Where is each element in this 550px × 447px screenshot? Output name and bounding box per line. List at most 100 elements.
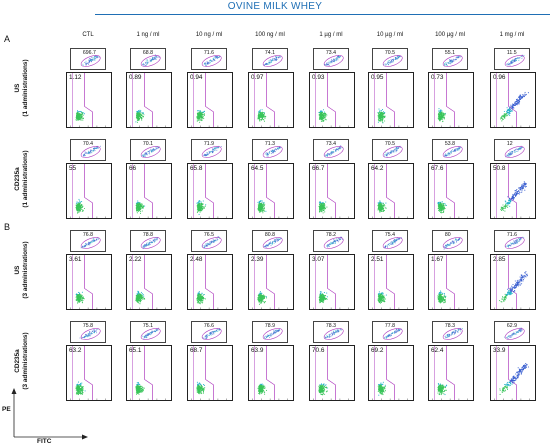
gate-plot-small: 78.3 — [432, 321, 468, 343]
scatter-small — [504, 145, 525, 158]
gate-percentage-quadrant: 0.97 — [251, 74, 264, 81]
scatter-small — [382, 145, 403, 158]
gate-percentage-quadrant: 33.9 — [493, 347, 506, 354]
gate-plot-quadrant: 0.89 — [126, 72, 172, 128]
gate-ellipse — [262, 146, 283, 158]
gate-percentage-quadrant: 69.2 — [371, 347, 384, 354]
gate-ellipse — [382, 237, 403, 249]
gate-boundary — [144, 346, 153, 400]
scatter-small — [201, 236, 222, 249]
gate-plot-quadrant: 50.8 — [490, 163, 536, 219]
gate-percentage-small: 78.3 — [325, 323, 336, 329]
gate-boundary — [84, 164, 93, 218]
gate-ellipse — [442, 146, 463, 158]
scatter-quadrant — [70, 346, 106, 400]
gate-percentage-small: 70.1 — [142, 141, 153, 147]
gate-percentage-small: 696.7 — [82, 50, 96, 56]
gate-ellipse — [80, 55, 101, 67]
gate-ellipse — [382, 55, 403, 67]
gate-percentage-quadrant: 65.8 — [190, 165, 203, 172]
scatter-small — [262, 328, 283, 340]
gate-percentage-small: 73.4 — [325, 50, 336, 56]
gate-ellipse — [201, 146, 222, 158]
scatter-quadrant — [313, 73, 349, 127]
gate-plot-small: 76.6 — [191, 321, 227, 343]
gate-plot-small: 75.8 — [70, 321, 106, 343]
gate-plot-small: 78.8 — [130, 230, 166, 252]
gate-plot-quadrant: 0.93 — [309, 72, 355, 128]
gate-ellipse — [201, 237, 222, 249]
scatter-small — [79, 328, 101, 340]
gate-boundary — [327, 73, 336, 127]
scatter-quadrant — [313, 164, 349, 218]
gate-plot-quadrant: 55 — [66, 163, 112, 219]
gate-percentage-quadrant: 64.2 — [371, 165, 384, 172]
gate-percentage-small: 76.6 — [203, 323, 214, 329]
gate-boundary — [144, 164, 153, 218]
scatter-quadrant — [252, 255, 288, 309]
gate-percentage-small: 71.6 — [203, 50, 214, 56]
gate-boundary — [266, 73, 275, 127]
gate-percentage-quadrant: 0.89 — [129, 74, 142, 81]
gate-plot-small: 73.4 — [313, 48, 349, 70]
gate-ellipse — [382, 146, 403, 158]
gate-plot-quadrant: 0.95 — [368, 72, 414, 128]
gate-percentage-quadrant: 62.4 — [431, 347, 444, 354]
gate-percentage-quadrant: 1.12 — [69, 74, 82, 81]
column-header: 100 µg / ml — [435, 32, 465, 38]
gate-plot-small: 73.4 — [313, 139, 349, 161]
gate-percentage-small: 80.8 — [264, 232, 275, 238]
column-header: 1 ng / ml — [136, 32, 160, 38]
scatter-quadrant — [494, 346, 530, 400]
scatter-quadrant — [130, 73, 166, 127]
gate-percentage-quadrant: 50.8 — [493, 165, 506, 172]
gate-percentage-quadrant: 66 — [129, 165, 137, 172]
gate-boundary — [266, 346, 275, 400]
gate-plot-small: 78.3 — [313, 321, 349, 343]
gate-percentage-quadrant: 2.85 — [493, 256, 506, 263]
scatter-small — [80, 145, 101, 158]
gate-plot-quadrant: 69.2 — [368, 345, 414, 401]
scatter-quadrant — [252, 73, 288, 127]
gate-plot-quadrant: 63.2 — [66, 345, 112, 401]
gate-ellipse — [323, 146, 344, 158]
gate-percentage-small: 78.9 — [264, 323, 275, 329]
gate-percentage-quadrant: 0.94 — [190, 74, 203, 81]
gate-ellipse — [262, 237, 283, 249]
scatter-quadrant — [130, 255, 166, 309]
gate-ellipse — [504, 237, 525, 249]
gate-percentage-small: 78.8 — [142, 232, 153, 238]
column-header: 1 µg / ml — [319, 32, 343, 38]
gate-percentage-quadrant: 2.48 — [190, 256, 203, 263]
gate-plot-quadrant: 68.7 — [187, 345, 233, 401]
scatter-small — [201, 145, 222, 158]
gate-plot-quadrant: 0.73 — [428, 72, 474, 128]
gate-boundary — [205, 346, 214, 400]
gate-percentage-small: 70.5 — [384, 50, 395, 56]
gate-percentage-small: 71.3 — [264, 141, 275, 147]
gate-percentage-quadrant: 0.96 — [493, 74, 506, 81]
scatter-quadrant — [432, 255, 468, 309]
scatter-quadrant — [70, 164, 106, 218]
scatter-quadrant — [191, 346, 227, 400]
panel-label-a: A — [4, 34, 11, 44]
gate-boundary — [327, 346, 336, 400]
gate-boundary — [144, 73, 153, 127]
gate-plot-small: 55.1 — [432, 48, 468, 70]
gate-ellipse — [140, 328, 161, 340]
gate-percentage-small: 68.8 — [142, 50, 153, 56]
panel-label-b: B — [4, 222, 11, 232]
gate-ellipse — [201, 55, 222, 67]
gate-percentage-small: 78.2 — [325, 232, 336, 238]
gate-percentage-small: 71.9 — [203, 141, 214, 147]
gate-plot-small: 76.8 — [70, 230, 106, 252]
gate-boundary — [266, 164, 275, 218]
scatter-small — [80, 237, 101, 249]
column-header: 10 µg / ml — [376, 32, 404, 38]
figure-title: OVINE MILK WHEY — [227, 1, 323, 12]
gate-plot-small: 70.4 — [70, 139, 106, 161]
gate-ellipse — [140, 55, 161, 67]
row-label: US (1 administrations) — [14, 59, 29, 117]
gate-plot-small: 78.9 — [252, 321, 288, 343]
